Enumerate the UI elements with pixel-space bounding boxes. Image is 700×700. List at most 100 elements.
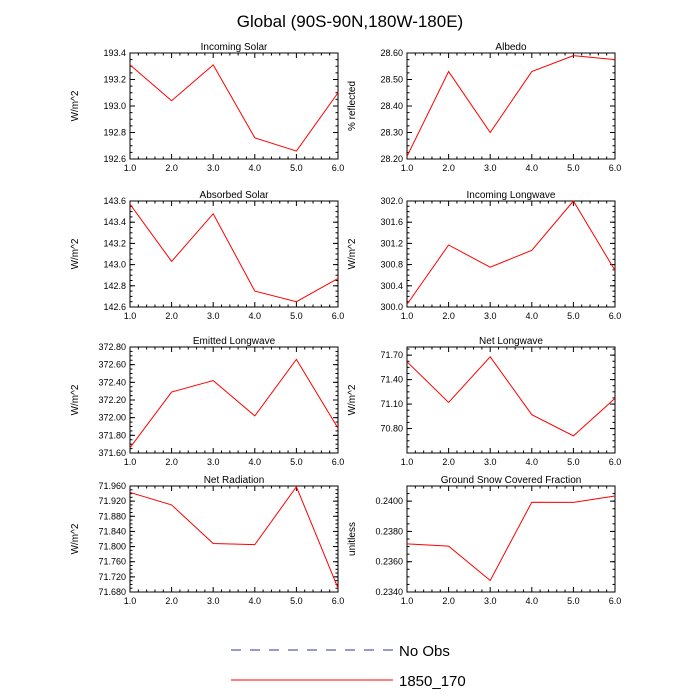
y-tick-label: 71.960 bbox=[98, 481, 126, 491]
x-tick-label: 2.0 bbox=[442, 457, 455, 467]
x-tick-label: 5.0 bbox=[567, 163, 580, 173]
y-tick-label: 143.6 bbox=[103, 196, 126, 206]
x-tick-label: 4.0 bbox=[526, 596, 539, 606]
y-tick-label: 372.40 bbox=[98, 377, 126, 387]
panel-title: Albedo bbox=[495, 42, 527, 53]
series-line-1850-170 bbox=[129, 64, 339, 152]
panel-title: Ground Snow Covered Fraction bbox=[441, 475, 582, 486]
series-line-1850-170 bbox=[406, 200, 616, 305]
plot-frame bbox=[406, 485, 616, 593]
y-tick-label: 71.920 bbox=[98, 496, 126, 506]
y-axis-label: W/m^2 bbox=[70, 238, 81, 269]
y-tick-label: 28.60 bbox=[380, 48, 403, 58]
x-tick-label: 4.0 bbox=[249, 596, 262, 606]
x-tick-label: 4.0 bbox=[249, 311, 262, 321]
y-tick-label: 71.40 bbox=[380, 375, 403, 385]
x-tick-label: 3.0 bbox=[484, 163, 497, 173]
panel-absorbed-solar: Absorbed Solar W/m^2 1.0 2.0 3.0 4.0 5.0 6.0 142… bbox=[70, 190, 344, 321]
x-tick-label: 1.0 bbox=[401, 596, 414, 606]
series-line-1850-170 bbox=[129, 203, 339, 303]
panel-incoming-longwave: Incoming Longwave W/m^2 1.0 2.0 3.0 4.0 5.0 6.0… bbox=[347, 190, 621, 321]
plot-frame bbox=[406, 52, 616, 160]
x-tick-label: 4.0 bbox=[526, 311, 539, 321]
x-tick-label: 6.0 bbox=[332, 163, 345, 173]
x-tick-label: 2.0 bbox=[442, 596, 455, 606]
panel-title: Absorbed Solar bbox=[200, 190, 270, 201]
x-tick-label: 6.0 bbox=[609, 596, 622, 606]
y-tick-label: 192.8 bbox=[103, 128, 126, 138]
panel-title: Net Radiation bbox=[204, 475, 265, 486]
y-tick-label: 28.40 bbox=[380, 101, 403, 111]
y-tick-label: 372.00 bbox=[98, 413, 126, 423]
x-tick-label: 6.0 bbox=[609, 457, 622, 467]
y-tick-label: 71.70 bbox=[380, 350, 403, 360]
panel-net-longwave: Net Longwave W/m^2 1.0 2.0 3.0 4.0 5.0 6.0 70.80… bbox=[347, 336, 621, 467]
x-tick-label: 6.0 bbox=[609, 311, 622, 321]
x-tick-label: 6.0 bbox=[332, 596, 345, 606]
x-tick-label: 5.0 bbox=[290, 163, 303, 173]
x-tick-label: 4.0 bbox=[249, 163, 262, 173]
y-axis-label: W/m^2 bbox=[347, 238, 358, 269]
y-axis-label: unitless bbox=[347, 522, 358, 556]
y-tick-label: 371.80 bbox=[98, 430, 126, 440]
x-tick-label: 2.0 bbox=[442, 163, 455, 173]
x-tick-label: 5.0 bbox=[567, 311, 580, 321]
y-tick-label: 372.20 bbox=[98, 395, 126, 405]
x-tick-label: 1.0 bbox=[124, 163, 137, 173]
x-tick-label: 5.0 bbox=[567, 596, 580, 606]
y-tick-label: 302.0 bbox=[380, 196, 403, 206]
y-tick-label: 142.8 bbox=[103, 281, 126, 291]
legend: No Obs 1850_170 bbox=[231, 643, 466, 690]
panel-emitted-longwave: Emitted Longwave W/m^2 1.0 2.0 3.0 4.0 5.0 6.0 3… bbox=[70, 336, 344, 467]
figure-title: Global (90S-90N,180W-180E) bbox=[237, 12, 463, 31]
y-tick-label: 193.0 bbox=[103, 101, 126, 111]
y-tick-label: 0.2360 bbox=[375, 557, 403, 567]
panels: Incoming Solar W/m^2 1.0 2.0 3.0 4.0 5.0 6.0 192… bbox=[70, 42, 621, 606]
y-tick-label: 371.60 bbox=[98, 448, 126, 458]
y-tick-label: 300.0 bbox=[380, 302, 403, 312]
legend-label-no-obs: No Obs bbox=[399, 643, 450, 660]
y-tick-label: 143.0 bbox=[103, 260, 126, 270]
y-tick-label: 193.2 bbox=[103, 75, 126, 85]
y-tick-label: 372.80 bbox=[98, 342, 126, 352]
x-tick-label: 2.0 bbox=[165, 311, 178, 321]
plot-frame bbox=[129, 346, 339, 454]
plot-frame bbox=[406, 200, 616, 308]
y-tick-label: 300.4 bbox=[380, 281, 403, 291]
y-axis-label: % reflected bbox=[347, 81, 358, 131]
x-tick-label: 5.0 bbox=[290, 311, 303, 321]
x-tick-label: 6.0 bbox=[609, 163, 622, 173]
panel-incoming-solar: Incoming Solar W/m^2 1.0 2.0 3.0 4.0 5.0 6.0 192… bbox=[70, 42, 344, 173]
y-tick-label: 301.6 bbox=[380, 217, 403, 227]
x-tick-label: 6.0 bbox=[332, 457, 345, 467]
plot-frame bbox=[129, 200, 339, 308]
panel-title: Incoming Longwave bbox=[467, 190, 556, 201]
x-tick-label: 5.0 bbox=[290, 596, 303, 606]
x-tick-label: 1.0 bbox=[401, 163, 414, 173]
panel-ground-snow-covered-fraction: Ground Snow Covered Fraction unitless 1.0 2… bbox=[347, 475, 621, 606]
y-tick-label: 192.6 bbox=[103, 154, 126, 164]
series-line-1850-170 bbox=[406, 355, 616, 437]
y-axis-label: W/m^2 bbox=[70, 90, 81, 121]
y-tick-label: 71.800 bbox=[98, 542, 126, 552]
y-tick-label: 0.2340 bbox=[375, 587, 403, 597]
y-tick-label: 300.8 bbox=[380, 260, 403, 270]
x-tick-label: 1.0 bbox=[124, 311, 137, 321]
x-tick-label: 2.0 bbox=[165, 163, 178, 173]
series-line-1850-170 bbox=[406, 55, 616, 157]
y-tick-label: 193.4 bbox=[103, 48, 126, 58]
y-tick-label: 143.2 bbox=[103, 238, 126, 248]
panel-albedo: Albedo % reflected 1.0 2.0 3.0 4.0 5.0 6.0 28.20… bbox=[347, 42, 621, 173]
x-tick-label: 6.0 bbox=[332, 311, 345, 321]
y-tick-label: 372.60 bbox=[98, 360, 126, 370]
x-tick-label: 1.0 bbox=[124, 596, 137, 606]
panel-net-radiation: Net Radiation W/m^2 1.0 2.0 3.0 4.0 5.0 6.0 71.6… bbox=[70, 475, 344, 606]
x-tick-label: 2.0 bbox=[165, 596, 178, 606]
y-tick-label: 71.680 bbox=[98, 587, 126, 597]
y-tick-label: 28.50 bbox=[380, 75, 403, 85]
x-tick-label: 1.0 bbox=[124, 457, 137, 467]
y-tick-label: 71.840 bbox=[98, 526, 126, 536]
x-tick-label: 4.0 bbox=[526, 457, 539, 467]
y-axis-label: W/m^2 bbox=[347, 384, 358, 415]
